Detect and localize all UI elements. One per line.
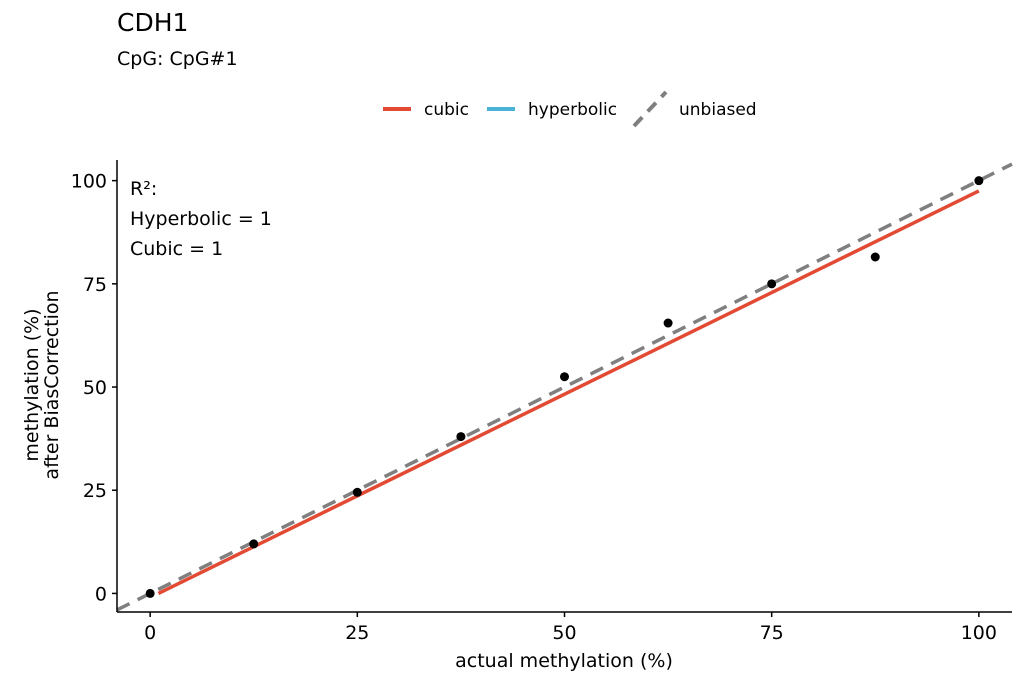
annotation-line-2: Hyperbolic = 1: [130, 208, 272, 230]
y-axis-title-line-1: methylation (%): [21, 308, 43, 461]
series-line-cubic: [157, 189, 980, 595]
legend-label-cubic: cubic: [424, 100, 469, 120]
y-axis-title: methylation (%) after BiasCorrection: [21, 290, 63, 479]
r-squared-annotation: R²: Hyperbolic = 1 Cubic = 1: [130, 178, 272, 260]
chart-subtitle: CpG: CpG#1: [117, 48, 238, 70]
series-line-unbiased: [116, 162, 1013, 612]
legend-label-unbiased: unbiased: [679, 100, 757, 120]
data-point: [870, 252, 880, 262]
y-axis-title-line-2: after BiasCorrection: [41, 290, 63, 479]
axes: 0 25 50 75 100 0 25 50 75 100: [71, 160, 1012, 644]
y-tick-label: 0: [95, 583, 107, 605]
annotation-line-1: R²:: [130, 178, 157, 200]
data-point: [352, 487, 362, 497]
x-tick-label: 0: [144, 622, 156, 644]
chart-title: CDH1: [117, 8, 188, 37]
legend-swatch-unbiased: [632, 90, 668, 128]
series-lines: [116, 162, 1013, 612]
data-point: [145, 588, 155, 598]
data-point: [249, 539, 259, 549]
data-points: [145, 176, 984, 598]
x-axis-title: actual methylation (%): [455, 650, 673, 672]
x-tick-label: 50: [552, 622, 576, 644]
y-tick-label: 75: [83, 274, 107, 296]
data-point: [560, 372, 569, 382]
legend-label-hyperbolic: hyperbolic: [528, 100, 617, 120]
data-point: [767, 279, 777, 289]
data-point: [663, 318, 673, 328]
x-tick-label: 75: [760, 622, 784, 644]
data-point: [456, 432, 466, 442]
y-tick-label: 100: [71, 171, 107, 193]
data-point: [974, 176, 984, 186]
legend: cubic hyperbolic unbiased: [383, 90, 757, 128]
x-tick-label: 100: [961, 622, 997, 644]
y-tick-label: 50: [83, 377, 107, 399]
annotation-line-3: Cubic = 1: [130, 238, 223, 260]
x-tick-label: 25: [345, 622, 369, 644]
y-tick-label: 25: [83, 480, 107, 502]
